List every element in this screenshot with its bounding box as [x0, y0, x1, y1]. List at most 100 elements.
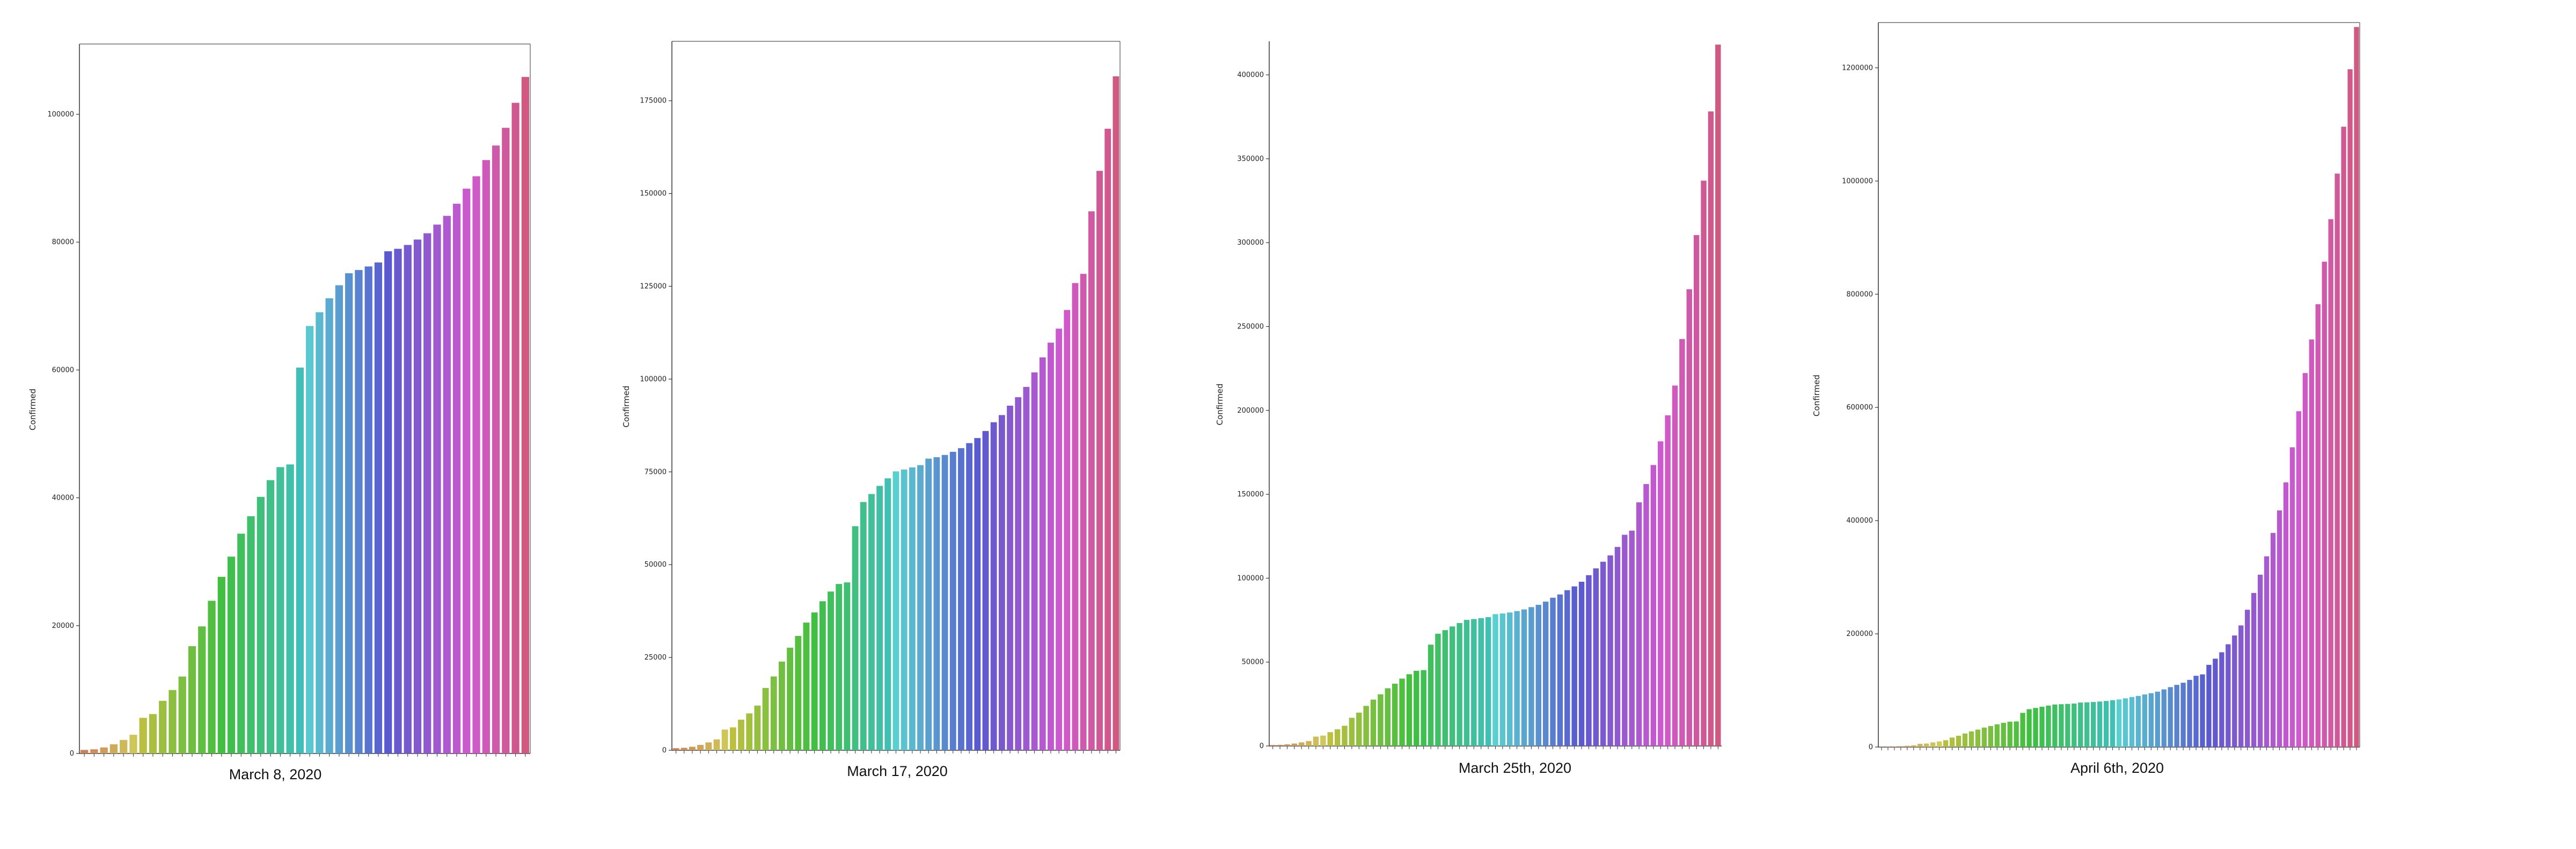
bar	[2354, 27, 2359, 748]
bar	[705, 742, 712, 750]
bar	[2315, 304, 2321, 747]
bar	[2168, 687, 2173, 747]
bar	[966, 443, 973, 750]
bar	[1918, 744, 1923, 747]
bar	[2129, 697, 2135, 747]
bar	[1679, 339, 1685, 746]
bar	[1306, 741, 1312, 746]
bar	[819, 601, 826, 750]
bar	[394, 248, 402, 753]
bar	[2161, 689, 2167, 747]
bar	[1949, 737, 1955, 747]
bar	[1088, 211, 1095, 751]
bar	[1911, 745, 1916, 747]
bar	[335, 285, 343, 753]
bar	[2148, 693, 2154, 747]
bar	[266, 480, 275, 753]
bar	[1892, 746, 1897, 747]
y-tick-label: 150000	[640, 190, 667, 198]
bar	[1879, 746, 1884, 747]
bar	[1658, 441, 1664, 746]
bar	[227, 557, 236, 753]
bar	[2155, 691, 2160, 747]
bar	[949, 451, 956, 750]
bar	[1414, 670, 1419, 746]
bar	[2091, 702, 2096, 747]
bar	[1421, 670, 1426, 746]
bar	[1636, 502, 1642, 746]
y-tick-label: 25000	[645, 654, 667, 662]
bar	[472, 176, 480, 754]
bar	[779, 661, 785, 750]
bar	[1080, 274, 1087, 750]
bar	[1962, 733, 1968, 747]
bar	[1291, 743, 1298, 746]
bar	[868, 494, 875, 750]
bar	[1096, 171, 1103, 750]
bar	[729, 727, 736, 750]
bar	[2200, 674, 2205, 747]
bar	[2078, 702, 2083, 747]
bar	[917, 465, 924, 750]
bar	[1313, 736, 1319, 746]
bar	[1930, 742, 1936, 747]
bar	[1056, 328, 1063, 750]
bar	[1672, 385, 1678, 746]
y-tick-label: 75000	[645, 468, 667, 476]
bar	[2334, 173, 2340, 748]
bar	[828, 591, 834, 750]
bar	[1665, 415, 1671, 746]
bar	[990, 422, 997, 750]
chart-panel-2: 0 25000 50000 75000 100000 125000 150000 175000…	[621, 41, 1121, 779]
y-axis-label: Confirmed	[1215, 384, 1225, 426]
bar	[2103, 701, 2109, 747]
bar	[2014, 721, 2019, 747]
bar	[237, 533, 245, 753]
bar	[80, 750, 89, 753]
bar	[139, 718, 147, 753]
bar	[492, 145, 500, 753]
y-tick-label: 80000	[52, 238, 74, 246]
bar	[1622, 535, 1628, 746]
bar	[1650, 465, 1657, 746]
bar	[2309, 339, 2314, 747]
bar	[1564, 590, 1570, 746]
bar	[1521, 609, 1527, 746]
bar	[374, 262, 383, 754]
bar	[1072, 283, 1079, 750]
bar	[2264, 556, 2270, 747]
bar	[1370, 699, 1377, 746]
bar	[974, 438, 981, 750]
bar	[208, 601, 216, 753]
bar	[1048, 342, 1054, 750]
bar	[1528, 607, 1534, 746]
bar	[1015, 397, 1022, 750]
bar	[100, 747, 108, 753]
bar	[413, 239, 422, 753]
bar	[2206, 664, 2212, 747]
bar	[2033, 708, 2038, 747]
chart-panel-1: 0 20000 40000 60000 80000 100000 Confirmed Marc…	[28, 43, 531, 782]
bar	[2072, 703, 2077, 747]
bar	[876, 486, 883, 750]
bar	[217, 576, 225, 753]
y-axis-label: Confirmed	[1812, 375, 1821, 416]
bar	[149, 714, 157, 753]
bar	[1708, 111, 1714, 746]
bar	[384, 251, 392, 754]
bar	[933, 457, 940, 750]
bar	[1284, 744, 1290, 746]
y-tick-label: 200000	[1237, 407, 1264, 415]
bar	[169, 690, 177, 753]
y-tick-label: 150000	[1237, 491, 1264, 499]
bar	[1277, 744, 1283, 746]
bar	[1924, 743, 1929, 747]
bar	[1442, 630, 1448, 746]
bar	[2213, 658, 2218, 747]
bar	[1607, 555, 1613, 746]
bar	[2296, 411, 2302, 747]
bar	[787, 647, 794, 750]
bar	[982, 431, 989, 750]
bar	[1334, 729, 1341, 746]
bar	[1485, 617, 1491, 746]
